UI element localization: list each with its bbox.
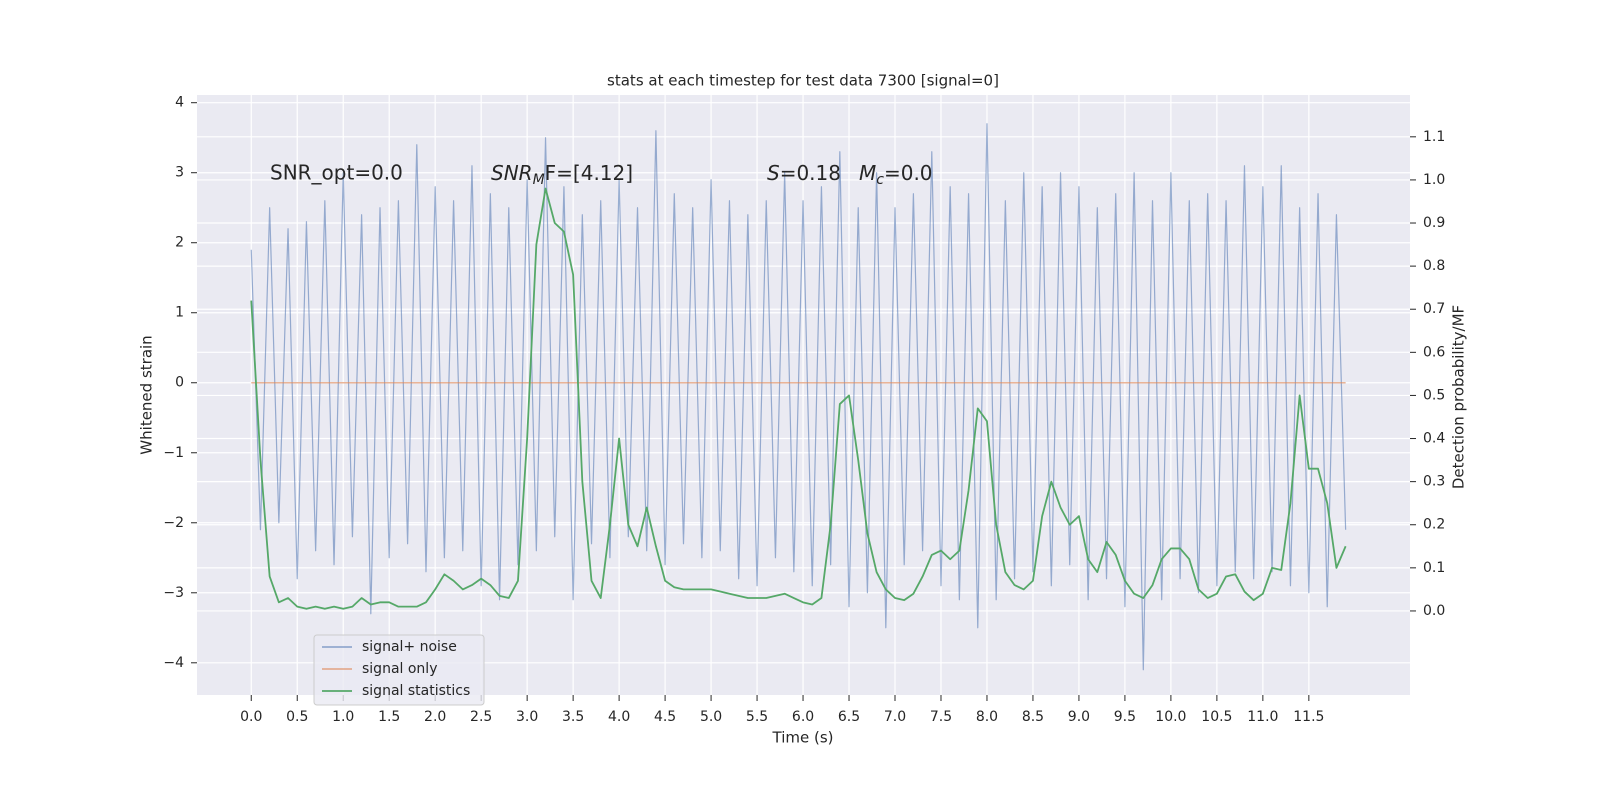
annotation: SNRMF=[4.12] xyxy=(491,161,633,189)
y2-tick-label: 1.0 xyxy=(1423,172,1445,188)
annotation-part: =0.0 xyxy=(884,161,933,185)
x-tick-label: 9.5 xyxy=(1114,709,1136,725)
annotation-part: M xyxy=(533,172,545,188)
x-tick-label: 1.5 xyxy=(378,709,400,725)
y-tick-label: −1 xyxy=(163,445,184,461)
y2-tick-label: 0.1 xyxy=(1423,560,1445,576)
annotation-part: S xyxy=(767,161,780,185)
x-tick-label: 0.0 xyxy=(240,709,262,725)
y2-tick-label: 0.3 xyxy=(1423,474,1445,490)
x-tick-label: 0.5 xyxy=(286,709,308,725)
y-tick-label: −2 xyxy=(163,515,184,531)
y2-tick-label: 0.7 xyxy=(1423,301,1445,317)
x-tick-label: 11.5 xyxy=(1293,709,1324,725)
series-line xyxy=(250,123,1347,671)
y-tick-label: 2 xyxy=(175,235,184,251)
annotation-part: SNR xyxy=(491,161,533,185)
x-tick-label: 3.5 xyxy=(562,709,584,725)
annotation: S=0.18 Mc=0.0 xyxy=(767,161,933,189)
annotation: SNR_opt=0.0 xyxy=(270,161,403,185)
x-tick-label: 4.0 xyxy=(608,709,630,725)
y2-tick-label: 0.5 xyxy=(1423,387,1445,403)
y-tick-label: 4 xyxy=(175,95,184,111)
annotation-part: F=[4.12] xyxy=(545,161,633,185)
legend-box xyxy=(313,634,485,706)
x-axis-label: Time (s) xyxy=(772,729,834,747)
marks xyxy=(250,123,1347,671)
y2-tick-label: 0.8 xyxy=(1423,258,1445,274)
annotation-part: M xyxy=(859,161,876,185)
y-tick-label: 1 xyxy=(175,305,184,321)
legend-label: signal only xyxy=(362,661,437,677)
x-tick-label: 4.5 xyxy=(654,709,676,725)
x-tick-label: 6.5 xyxy=(838,709,860,725)
y2-tick-label: 0.0 xyxy=(1423,603,1445,619)
y-tick-label: −3 xyxy=(163,585,184,601)
x-tick-label: 3.0 xyxy=(516,709,538,725)
x-tick-label: 8.5 xyxy=(1022,709,1044,725)
y2-tick-label: 0.2 xyxy=(1423,517,1445,533)
series-line xyxy=(250,187,1347,610)
x-tick-label: 5.5 xyxy=(746,709,768,725)
y2-tick-label: 0.9 xyxy=(1423,215,1445,231)
legend-label: signal+ noise xyxy=(362,639,457,655)
labels: 0.0 0.5 1.0 1.5 2.0 2.5 3.0 3.5 4.0 4.5 5.0 5.5 6.0 6… xyxy=(163,95,1445,725)
x-tick-label: 9.0 xyxy=(1068,709,1090,725)
y2-tick-label: 1.1 xyxy=(1423,129,1445,145)
x-tick-label: 1.0 xyxy=(332,709,354,725)
x-tick-label: 11.0 xyxy=(1247,709,1278,725)
y2-axis-label: Detection probability/MF xyxy=(1450,305,1468,489)
y2-tick-label: 0.6 xyxy=(1423,344,1445,360)
x-tick-label: 2.0 xyxy=(424,709,446,725)
x-tick-label: 6.0 xyxy=(792,709,814,725)
chart-title: stats at each timestep for test data 730… xyxy=(607,72,999,90)
annotation-part: =0.18 xyxy=(780,161,841,185)
x-tick-label: 7.5 xyxy=(930,709,952,725)
x-tick-label: 10.5 xyxy=(1201,709,1232,725)
legend-label: signal statistics xyxy=(362,683,470,699)
annotation-part: c xyxy=(876,172,884,188)
x-tick-label: 7.0 xyxy=(884,709,906,725)
y-axis-label: Whitened strain xyxy=(138,335,156,454)
x-tick-label: 8.0 xyxy=(976,709,998,725)
x-tick-label: 10.0 xyxy=(1155,709,1186,725)
x-tick-label: 5.0 xyxy=(700,709,722,725)
y2-tick-label: 0.4 xyxy=(1423,431,1445,447)
y-tick-label: 3 xyxy=(175,165,184,181)
legend: signal+ noise signal only signal statistic… xyxy=(313,634,485,706)
y-tick-label: 0 xyxy=(175,375,184,391)
y-tick-label: −4 xyxy=(163,655,184,671)
x-tick-label: 2.5 xyxy=(470,709,492,725)
